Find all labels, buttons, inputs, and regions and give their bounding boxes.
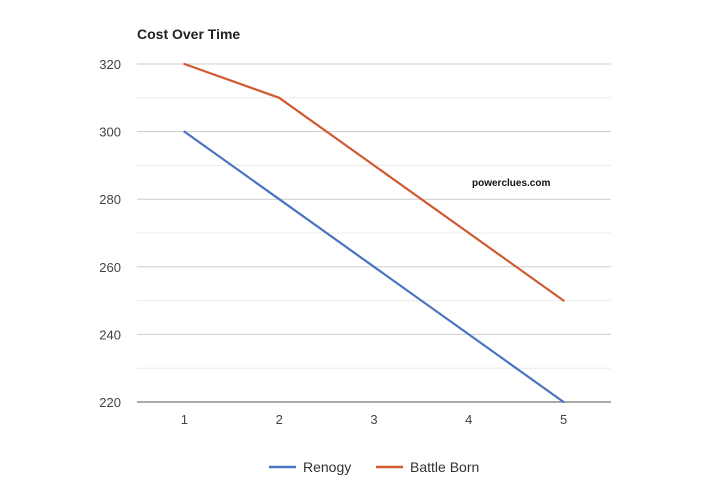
watermark-annotation: powerclues.com xyxy=(472,178,550,189)
series-line-renogy xyxy=(183,130,565,404)
y-tick-label: 320 xyxy=(99,57,121,72)
x-tick-label: 1 xyxy=(181,412,188,427)
x-axis-ticks: 1 2 3 4 5 xyxy=(181,412,567,427)
y-tick-label: 300 xyxy=(99,125,121,140)
legend: Renogy Battle Born xyxy=(269,459,479,475)
gridlines xyxy=(137,63,611,403)
legend-label: Battle Born xyxy=(410,459,479,475)
series-line-battle-born xyxy=(183,62,565,302)
y-tick-label: 240 xyxy=(99,327,121,342)
y-tick-label: 220 xyxy=(99,395,121,410)
x-tick-label: 5 xyxy=(560,412,567,427)
y-axis-ticks: 220 240 260 280 300 320 xyxy=(99,57,121,410)
legend-label: Renogy xyxy=(303,459,351,475)
series-lines xyxy=(183,62,565,404)
y-tick-label: 260 xyxy=(99,260,121,275)
chart-title: Cost Over Time xyxy=(137,26,240,42)
y-tick-label: 280 xyxy=(99,192,121,207)
x-tick-label: 4 xyxy=(465,412,472,427)
x-tick-label: 3 xyxy=(370,412,377,427)
x-tick-label: 2 xyxy=(276,412,283,427)
